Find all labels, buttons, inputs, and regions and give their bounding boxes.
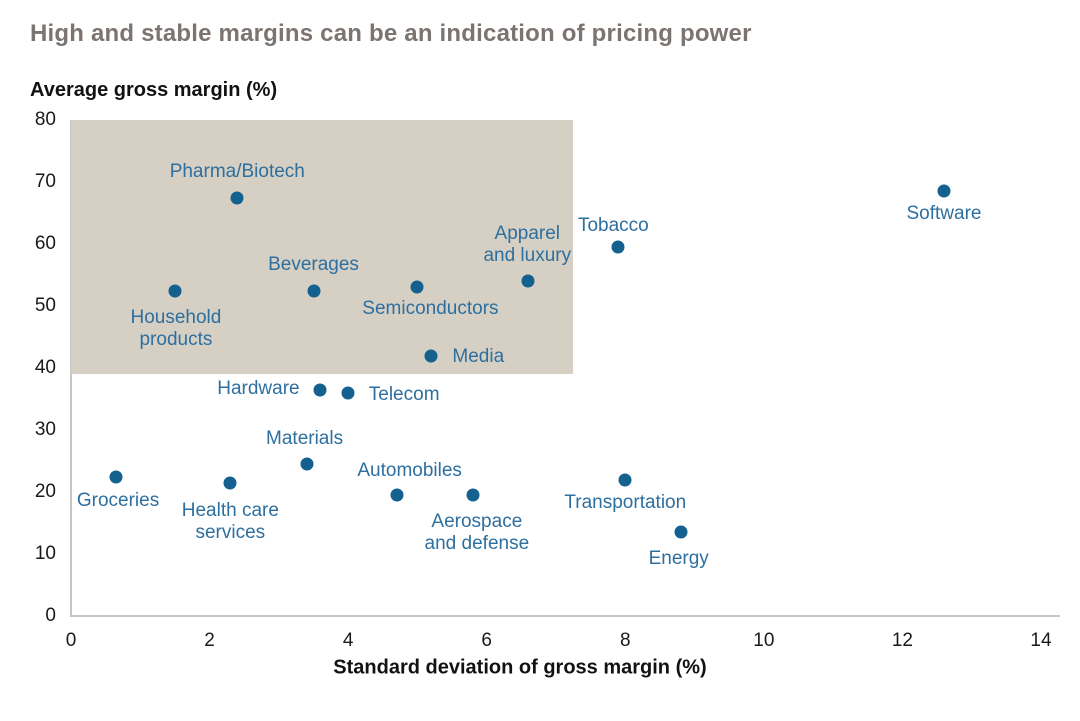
data-point-label: Telecom [368,383,440,405]
data-point [313,383,327,397]
data-point-label: Energy [648,548,709,570]
data-point [300,457,314,471]
x-tick-label: 12 [891,630,913,651]
data-point-label: Pharma/Biotech [169,160,305,182]
data-point-label: Automobiles [357,460,462,482]
x-tick-label: 10 [753,630,775,651]
y-tick-label: 10 [34,543,56,564]
data-point [521,274,535,288]
x-tick-label: 0 [65,630,77,651]
y-tick-label: 40 [34,357,56,378]
data-point [466,488,480,502]
y-axis-title: Average gross margin (%) [30,79,278,101]
x-tick-label: 8 [619,630,631,651]
data-point-label: Groceries [76,489,160,511]
data-point [109,470,123,483]
y-tick-label: 30 [34,419,56,440]
data-point [168,284,182,297]
data-point [618,473,632,487]
y-tick-label: 20 [34,481,56,502]
data-point-label: Materials [266,428,344,450]
data-point [230,191,244,204]
data-point [424,349,438,363]
x-tick-label: 14 [1030,630,1052,651]
chart-title: High and stable margins can be an indica… [30,20,752,47]
data-point [611,240,625,254]
data-point-label: Aerospace and defense [424,511,530,555]
y-tick-label: 60 [34,233,56,254]
data-point-label: Hardware [217,377,300,399]
data-point-label: Tobacco [577,215,649,237]
y-tick-label: 50 [34,295,56,316]
data-point-label: Transportation [564,491,687,513]
highlight-region [71,120,574,375]
data-point-label: Software [906,203,982,225]
plot-area: Pharma/Biotech Household products Beverage… [71,120,1041,616]
data-point [307,284,320,297]
x-tick-label: 2 [204,630,215,651]
data-point [674,525,688,539]
data-point [410,280,424,294]
data-point-label: Health care services [181,499,279,543]
data-point-label: Beverages [268,253,359,275]
data-point-label: Household products [130,306,222,350]
y-tick-label: 0 [45,605,56,626]
y-tick-label: 80 [34,109,56,130]
data-point-label: Media [452,345,505,367]
x-tick-label: 4 [342,630,354,651]
data-point [390,488,404,502]
data-point [341,386,355,400]
x-axis-line [70,615,1060,617]
data-point-label: Apparel and luxury [483,223,572,267]
data-point-label: Semiconductors [362,298,499,320]
data-point [223,476,237,490]
data-point [937,184,951,198]
x-axis-title: Standard deviation of gross margin (%) [333,656,707,679]
y-tick-label: 70 [34,171,56,192]
x-tick-label: 6 [481,630,492,651]
